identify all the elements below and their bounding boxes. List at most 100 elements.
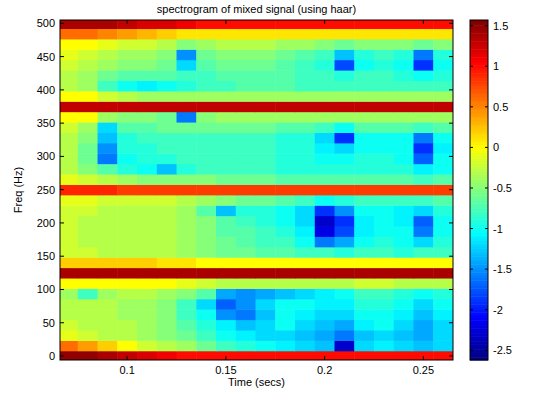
cell (394, 39, 414, 50)
cell (414, 330, 434, 341)
cell (157, 153, 177, 164)
cell (394, 101, 414, 112)
cell (98, 49, 118, 60)
cell (414, 299, 434, 310)
cell (275, 164, 295, 175)
cell (414, 268, 434, 279)
x-tick (324, 20, 325, 24)
cell (315, 288, 335, 299)
cell (433, 351, 453, 360)
cell (354, 216, 374, 227)
cell (196, 351, 216, 360)
cell (354, 299, 374, 310)
cell (236, 29, 256, 40)
cell (60, 184, 78, 195)
cell (335, 101, 355, 112)
cell (256, 309, 276, 320)
cell (354, 340, 374, 351)
cell (256, 143, 276, 154)
cell (295, 340, 315, 351)
cell (196, 268, 216, 279)
cell (157, 236, 177, 247)
cell (216, 132, 236, 143)
cell (374, 309, 394, 320)
y-tick (449, 123, 453, 124)
cell (236, 39, 256, 50)
cell (374, 29, 394, 40)
cell (354, 174, 374, 185)
cell (335, 320, 355, 331)
cell (374, 49, 394, 60)
cell (196, 112, 216, 123)
cell (157, 351, 177, 360)
cell (236, 20, 256, 29)
cell (295, 143, 315, 154)
cell (60, 122, 78, 133)
cell (275, 299, 295, 310)
cell (354, 153, 374, 164)
cell (177, 195, 197, 206)
cell (196, 340, 216, 351)
cell (137, 174, 157, 185)
x-tick-label: 0.15 (215, 364, 236, 376)
cell (275, 195, 295, 206)
cell (354, 101, 374, 112)
cell (335, 351, 355, 360)
cell (295, 132, 315, 143)
cell (117, 288, 137, 299)
cell (196, 226, 216, 237)
cell (236, 351, 256, 360)
cell (216, 81, 236, 92)
cell (157, 132, 177, 143)
cell (433, 195, 453, 206)
cell (275, 81, 295, 92)
cell (236, 278, 256, 289)
cell (374, 143, 394, 154)
cell (157, 226, 177, 237)
cell (236, 309, 256, 320)
cell (354, 330, 374, 341)
cell (98, 91, 118, 102)
y-tick (449, 23, 453, 24)
cell (414, 247, 434, 258)
cell (216, 257, 236, 268)
cell (295, 268, 315, 279)
x-tick (127, 20, 128, 24)
cell (60, 81, 78, 92)
colorbar-tick (485, 309, 488, 310)
cell (117, 132, 137, 143)
cell (374, 91, 394, 102)
cell (335, 153, 355, 164)
cell (374, 81, 394, 92)
cell (394, 143, 414, 154)
cell (196, 49, 216, 60)
cell (295, 29, 315, 40)
colorbar-tick (485, 25, 488, 26)
cell (335, 164, 355, 175)
cell (60, 29, 78, 40)
cell (394, 247, 414, 258)
cell (414, 112, 434, 123)
cell (414, 164, 434, 175)
cell (196, 299, 216, 310)
cell (295, 81, 315, 92)
y-tick (449, 89, 453, 90)
cell (157, 143, 177, 154)
cell (177, 247, 197, 258)
cell (177, 278, 197, 289)
cell (275, 153, 295, 164)
cell (236, 257, 256, 268)
cell (354, 122, 374, 133)
cell (157, 20, 177, 29)
y-tick-label: 300 (37, 150, 55, 162)
cell (137, 309, 157, 320)
cell (177, 330, 197, 341)
cell (157, 278, 177, 289)
cell (216, 29, 236, 40)
cell (78, 236, 98, 247)
cell (196, 288, 216, 299)
cell (157, 29, 177, 40)
cell (117, 49, 137, 60)
cell (315, 247, 335, 258)
cell (157, 216, 177, 227)
